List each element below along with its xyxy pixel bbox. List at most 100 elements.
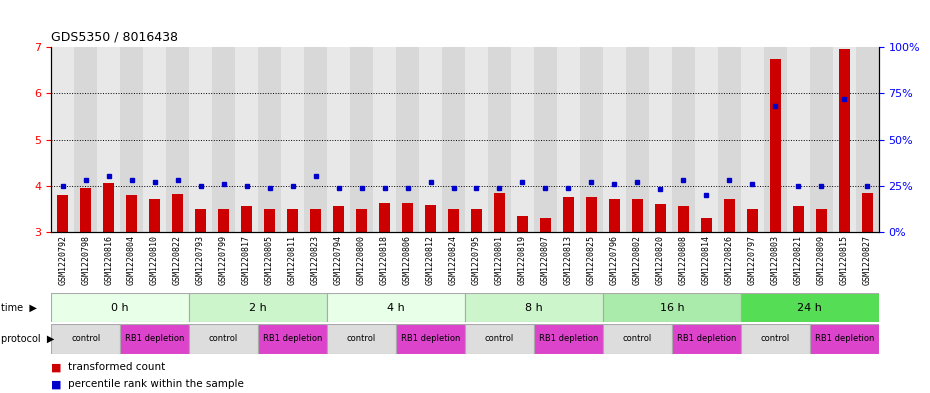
- Bar: [218, 209, 230, 232]
- Bar: [126, 195, 138, 232]
- Text: control: control: [485, 334, 514, 343]
- Bar: [695, 47, 718, 232]
- Bar: [172, 194, 183, 232]
- Bar: [609, 198, 620, 232]
- Bar: [488, 47, 511, 232]
- Text: RB1 depletion: RB1 depletion: [677, 334, 737, 343]
- Bar: [447, 209, 459, 232]
- Text: time  ▶: time ▶: [1, 303, 37, 312]
- Bar: [839, 50, 850, 232]
- Bar: [51, 293, 189, 322]
- Bar: [678, 206, 689, 232]
- Bar: [189, 47, 212, 232]
- Bar: [517, 216, 528, 232]
- Text: RB1 depletion: RB1 depletion: [125, 334, 184, 343]
- Bar: [310, 209, 321, 232]
- Text: transformed count: transformed count: [68, 362, 166, 373]
- Bar: [74, 47, 97, 232]
- Bar: [304, 47, 327, 232]
- Bar: [373, 47, 396, 232]
- Bar: [816, 209, 827, 232]
- Bar: [557, 47, 580, 232]
- Bar: [189, 324, 258, 354]
- Bar: [833, 47, 856, 232]
- Bar: [539, 218, 551, 232]
- Bar: [241, 206, 252, 232]
- Bar: [396, 47, 419, 232]
- Bar: [580, 47, 603, 232]
- Bar: [286, 209, 299, 232]
- Bar: [764, 47, 787, 232]
- Bar: [586, 197, 597, 232]
- Bar: [856, 47, 879, 232]
- Bar: [465, 324, 534, 354]
- Bar: [149, 198, 160, 232]
- Bar: [379, 203, 391, 232]
- Bar: [327, 324, 396, 354]
- Bar: [770, 59, 781, 232]
- Bar: [471, 209, 483, 232]
- Bar: [97, 47, 120, 232]
- Text: control: control: [71, 334, 100, 343]
- Bar: [419, 47, 442, 232]
- Text: RB1 depletion: RB1 depletion: [401, 334, 460, 343]
- Bar: [57, 195, 69, 232]
- Text: percentile rank within the sample: percentile rank within the sample: [68, 379, 244, 389]
- Bar: [810, 47, 833, 232]
- Bar: [402, 203, 413, 232]
- Bar: [212, 47, 235, 232]
- Bar: [51, 47, 74, 232]
- Bar: [51, 324, 120, 354]
- Bar: [143, 47, 166, 232]
- Bar: [120, 47, 143, 232]
- Bar: [671, 47, 695, 232]
- Bar: [655, 204, 666, 232]
- Bar: [356, 209, 367, 232]
- Bar: [563, 197, 574, 232]
- Bar: [425, 205, 436, 232]
- Bar: [465, 47, 488, 232]
- Bar: [810, 324, 879, 354]
- Bar: [626, 47, 649, 232]
- Bar: [603, 47, 626, 232]
- Bar: [747, 209, 758, 232]
- Bar: [671, 324, 741, 354]
- Bar: [80, 188, 91, 232]
- Text: control: control: [623, 334, 652, 343]
- Bar: [534, 324, 603, 354]
- Bar: [603, 324, 671, 354]
- Text: RB1 depletion: RB1 depletion: [538, 334, 598, 343]
- Bar: [741, 324, 810, 354]
- Bar: [700, 218, 712, 232]
- Text: control: control: [347, 334, 376, 343]
- Bar: [103, 184, 114, 232]
- Bar: [258, 47, 281, 232]
- Text: ■: ■: [51, 362, 61, 373]
- Bar: [649, 47, 671, 232]
- Text: control: control: [761, 334, 790, 343]
- Text: control: control: [209, 334, 238, 343]
- Bar: [166, 47, 189, 232]
- Bar: [741, 293, 879, 322]
- Bar: [189, 293, 327, 322]
- Bar: [235, 47, 258, 232]
- Bar: [603, 293, 741, 322]
- Bar: [442, 47, 465, 232]
- Bar: [258, 324, 327, 354]
- Text: 0 h: 0 h: [112, 303, 129, 312]
- Bar: [718, 47, 741, 232]
- Bar: [396, 324, 465, 354]
- Bar: [631, 198, 644, 232]
- Bar: [333, 206, 344, 232]
- Bar: [741, 47, 764, 232]
- Bar: [327, 293, 465, 322]
- Bar: [350, 47, 373, 232]
- Text: protocol  ▶: protocol ▶: [1, 334, 54, 344]
- Text: 8 h: 8 h: [525, 303, 543, 312]
- Text: GDS5350 / 8016438: GDS5350 / 8016438: [51, 30, 179, 43]
- Bar: [281, 47, 304, 232]
- Text: RB1 depletion: RB1 depletion: [815, 334, 874, 343]
- Text: 4 h: 4 h: [387, 303, 405, 312]
- Text: RB1 depletion: RB1 depletion: [263, 334, 323, 343]
- Text: 24 h: 24 h: [797, 303, 822, 312]
